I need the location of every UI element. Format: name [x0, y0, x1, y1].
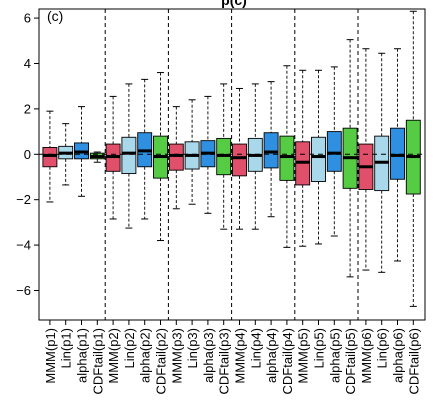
y-tick-label--4: −4 [16, 238, 31, 253]
panel-label: (c) [47, 8, 63, 24]
box-16 [279, 135, 295, 181]
plot-frame [38, 8, 426, 321]
box-1 [42, 147, 58, 168]
x-tick-label-2: Lin(p1) [59, 328, 74, 368]
y-tick-label-0: 0 [24, 147, 31, 162]
x-tick-label-18: Lin(p5) [312, 328, 327, 368]
x-tick-label-10: Lin(p3) [185, 328, 200, 368]
x-tick-label-16: CDFtail(p4) [280, 328, 295, 394]
x-tick-label-15: alpha(p4) [264, 328, 279, 383]
x-tick-label-9: MMM(p3) [169, 328, 184, 384]
box-15 [263, 132, 279, 169]
x-tick-label-19: alpha(p5) [327, 328, 342, 383]
y-tick-label-4: 4 [24, 56, 31, 71]
x-tick-label-21: MMM(p6) [359, 328, 374, 384]
x-tick-label-17: MMM(p5) [296, 328, 311, 384]
x-tick-label-6: Lin(p2) [122, 328, 137, 368]
box-9 [168, 143, 184, 171]
x-tick-label-4: CDFtail(p1) [90, 328, 105, 394]
x-tick-label-14: Lin(p4) [248, 328, 263, 368]
x-tick-label-13: MMM(p4) [233, 328, 248, 384]
y-tick-label-6: 6 [24, 11, 31, 26]
box-13 [232, 143, 247, 177]
x-tick-label-3: alpha(p1) [75, 328, 90, 383]
x-tick-label-22: Lin(p6) [375, 328, 390, 368]
y-tick-label-2: 2 [24, 101, 31, 116]
x-tick-label-23: alpha(p6) [391, 328, 406, 383]
x-tick-label-1: MMM(p1) [43, 328, 58, 384]
x-tick-label-7: alpha(p2) [138, 328, 153, 383]
x-tick-label-11: alpha(p3) [201, 328, 216, 383]
box-18 [311, 136, 326, 182]
chart-title: p(c) [221, 0, 247, 8]
x-tick-label-12: CDFtail(p3) [217, 328, 232, 394]
box-23 [390, 127, 405, 180]
x-tick-label-20: CDFtail(p5) [343, 328, 358, 394]
y-tick-label--2: −2 [16, 192, 31, 207]
box-6 [121, 136, 137, 175]
x-tick-label-8: CDFtail(p2) [154, 328, 169, 394]
box-19 [326, 131, 342, 172]
y-tick-label--6: −6 [16, 283, 31, 298]
x-tick-label-5: MMM(p2) [106, 328, 121, 384]
x-tick-label-24: CDFtail(p6) [406, 328, 421, 394]
